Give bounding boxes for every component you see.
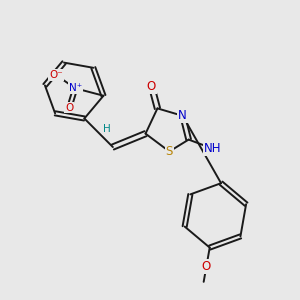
Text: N⁺: N⁺ (69, 83, 82, 93)
Text: O: O (65, 103, 74, 112)
Text: S: S (166, 145, 173, 158)
Text: NH: NH (204, 142, 221, 155)
Text: H: H (103, 124, 111, 134)
Text: O⁻: O⁻ (49, 70, 63, 80)
Text: O: O (202, 260, 211, 273)
Text: O: O (147, 80, 156, 93)
Text: N: N (178, 109, 187, 122)
